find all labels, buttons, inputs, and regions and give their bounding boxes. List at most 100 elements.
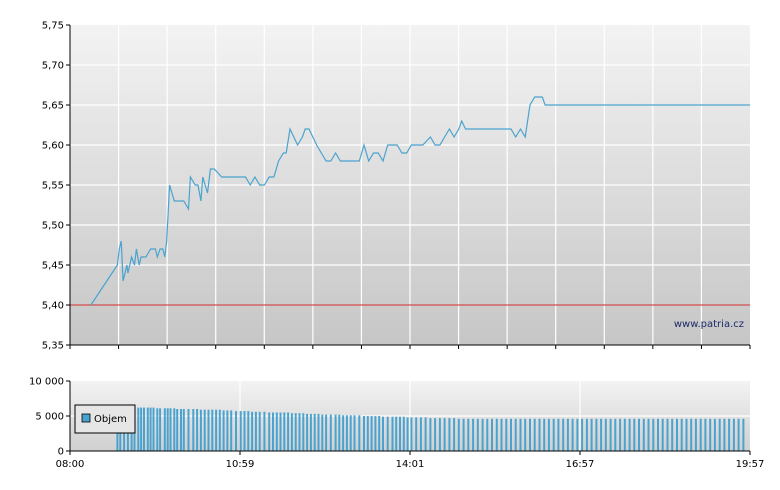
- volume-chart: 10 000 5 000 0 08:00 10:59 14:01 16:57 19:57 O…: [29, 377, 764, 471]
- volume-bar: [137, 407, 140, 451]
- volume-bar: [156, 408, 159, 451]
- volume-bar: [298, 413, 301, 451]
- volume-bar: [529, 418, 531, 451]
- volume-bar: [510, 418, 512, 451]
- volume-bar: [254, 411, 257, 451]
- volume-bar: [491, 418, 493, 451]
- volume-bar: [424, 417, 427, 451]
- volume-bar: [457, 418, 460, 451]
- volume-bars: [116, 407, 745, 451]
- volume-bar: [374, 416, 377, 451]
- volume-bar: [294, 413, 297, 451]
- volume-bar: [342, 415, 345, 451]
- volume-bar: [486, 418, 489, 451]
- volume-bar: [215, 409, 218, 451]
- volume-bar: [226, 410, 229, 451]
- volume-bar: [623, 418, 626, 451]
- volume-y-tick-label: 0: [58, 447, 64, 458]
- volume-bar: [438, 418, 441, 451]
- volume-bar: [604, 418, 607, 451]
- volume-bar: [378, 416, 381, 451]
- volume-bar: [676, 418, 678, 451]
- price-y-tick-label: 5,75: [42, 21, 64, 32]
- volume-bar: [196, 409, 199, 451]
- volume-bar: [467, 418, 470, 451]
- volume-bar: [642, 418, 645, 451]
- volume-bar: [723, 418, 726, 451]
- volume-bar: [290, 413, 293, 451]
- volume-bar: [239, 411, 242, 451]
- volume-bar: [576, 418, 579, 451]
- volume-y-tick-label: 5 000: [35, 412, 64, 423]
- volume-bar: [557, 418, 560, 451]
- volume-x-tick-label: 08:00: [56, 459, 85, 470]
- volume-bar: [585, 418, 588, 451]
- volume-bar: [203, 409, 206, 451]
- volume-bar: [737, 418, 740, 451]
- volume-bar: [363, 416, 365, 451]
- volume-bar: [410, 417, 413, 451]
- volume-bar: [218, 409, 221, 451]
- volume-bar: [268, 412, 271, 451]
- volume-bar: [614, 418, 617, 451]
- volume-bar: [146, 407, 149, 451]
- volume-bar: [666, 418, 669, 451]
- volume-bar: [652, 418, 655, 451]
- volume-bar: [182, 409, 185, 451]
- volume-bar: [533, 418, 536, 451]
- volume-bar: [386, 416, 389, 451]
- volume-bar: [149, 407, 152, 451]
- volume-bar: [680, 418, 683, 451]
- volume-x-ticks: 08:00 10:59 14:01 16:57 19:57: [56, 451, 765, 470]
- volume-bar: [524, 418, 527, 451]
- volume-bar: [338, 414, 341, 451]
- volume-bar: [481, 418, 484, 451]
- volume-bar: [628, 418, 631, 451]
- volume-bar: [272, 412, 274, 451]
- volume-bar: [571, 418, 574, 451]
- volume-bar: [633, 418, 636, 451]
- volume-bar: [143, 407, 145, 451]
- volume-bar: [207, 409, 210, 451]
- volume-bar: [453, 418, 456, 451]
- volume-bar: [742, 418, 745, 451]
- volume-bar: [370, 416, 373, 451]
- volume-bar: [199, 409, 202, 451]
- volume-bar: [366, 416, 369, 451]
- volume-bar: [263, 411, 266, 451]
- volume-bar: [247, 411, 250, 451]
- price-y-tick-label: 5,40: [42, 301, 64, 312]
- volume-bar: [566, 418, 569, 451]
- volume-bar: [694, 418, 697, 451]
- volume-x-tick-label: 16:57: [566, 459, 595, 470]
- volume-bar: [505, 418, 508, 451]
- volume-bar: [235, 411, 237, 451]
- volume-bar: [443, 418, 446, 451]
- volume-bar: [258, 411, 261, 451]
- volume-x-tick-label: 19:57: [736, 459, 765, 470]
- volume-bar: [317, 413, 320, 451]
- volume-bar: [619, 418, 622, 451]
- volume-bar: [514, 418, 517, 451]
- volume-bar: [581, 418, 584, 451]
- price-y-tick-label: 5,45: [42, 261, 64, 272]
- volume-bar: [140, 407, 143, 451]
- volume-bar: [345, 415, 348, 451]
- price-series-line: [90, 96, 750, 306]
- volume-bar: [699, 418, 702, 451]
- volume-bar: [590, 418, 593, 451]
- volume-bar: [595, 418, 598, 451]
- volume-x-tick-label: 10:59: [226, 459, 255, 470]
- volume-bar: [166, 408, 169, 451]
- price-y-tick-label: 5,55: [42, 181, 64, 192]
- price-y-ticks: 5,75 5,70 5,65 5,60 5,55 5,50 5,45 5,40 5,35: [42, 21, 70, 352]
- volume-bar: [600, 418, 603, 451]
- volume-bar: [173, 408, 176, 451]
- volume-bar: [329, 414, 332, 451]
- volume-bar: [391, 416, 394, 451]
- volume-bar: [547, 418, 550, 451]
- price-y-tick-label: 5,50: [42, 221, 64, 232]
- price-y-tick-label: 5,70: [42, 61, 64, 72]
- volume-bar: [302, 413, 305, 451]
- volume-bar: [704, 418, 707, 451]
